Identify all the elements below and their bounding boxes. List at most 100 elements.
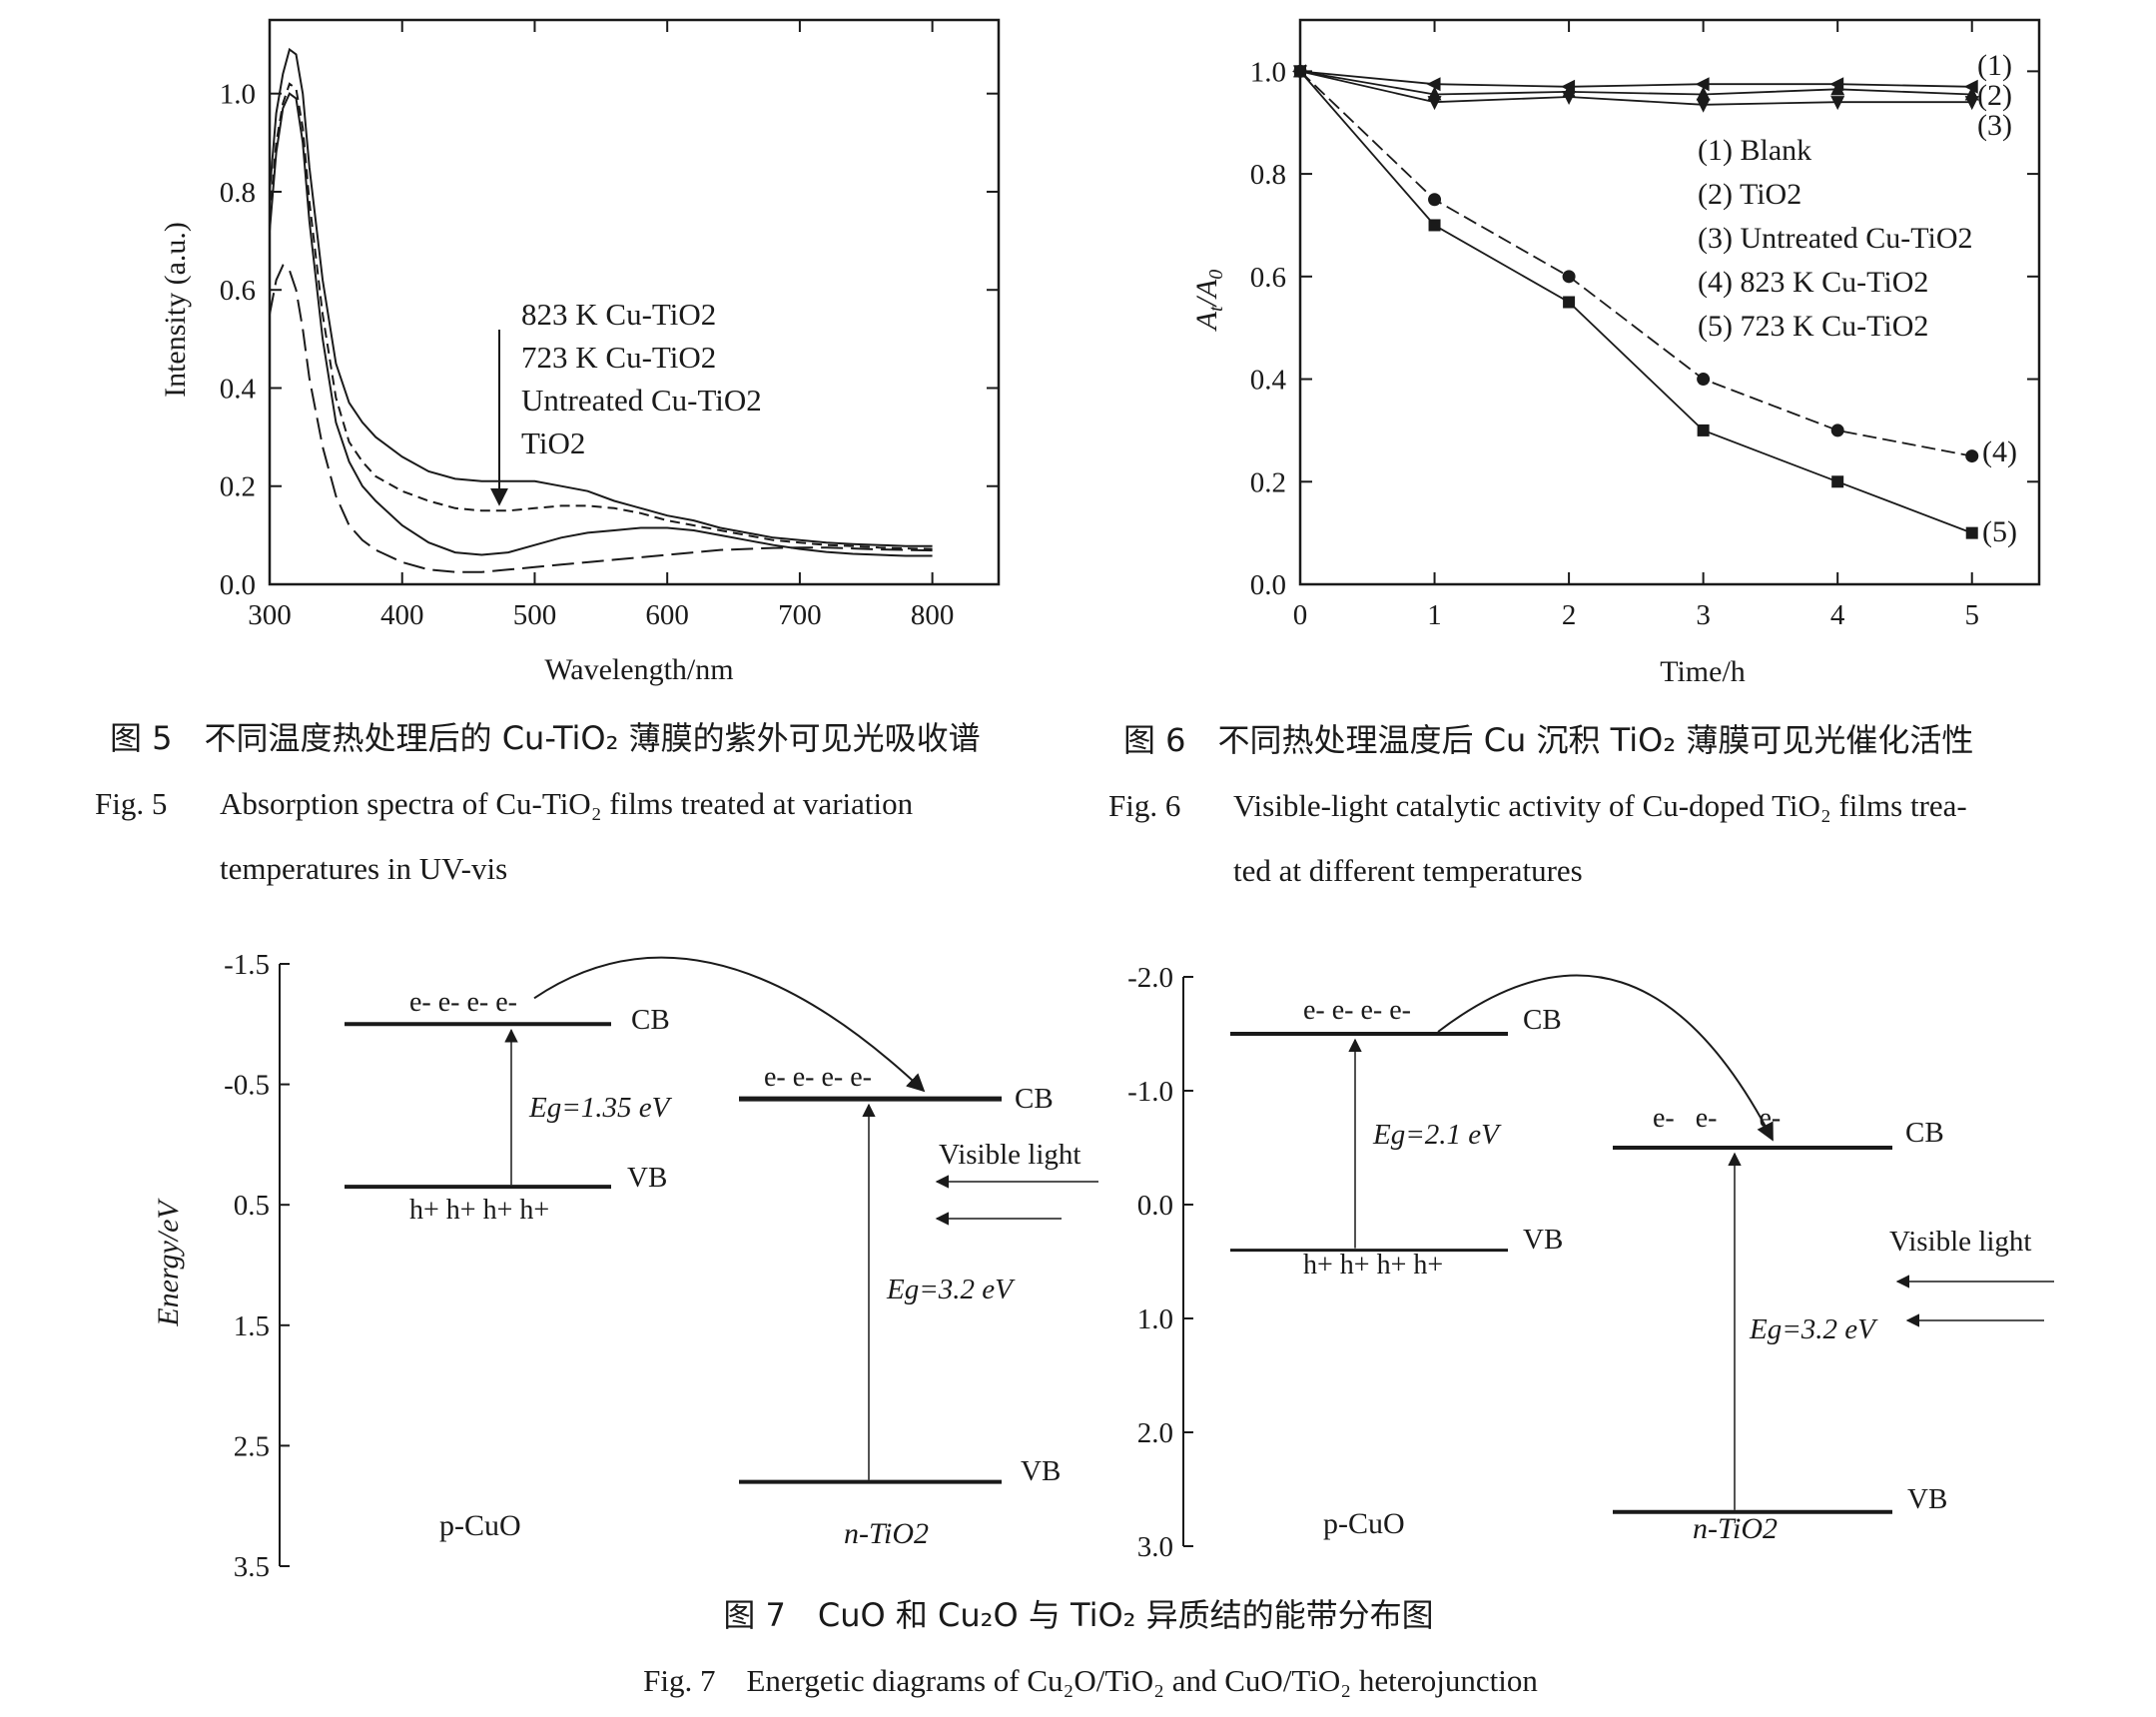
cuo-electrons: e- e- e- e-	[1303, 995, 1411, 1026]
figure-7-band-diagrams: Energy/eV -1.5 -0.5 0.5 1.5 2.5 3.5 e- e- e- …	[152, 949, 2054, 1698]
vb-label: VB	[627, 1162, 667, 1194]
activity-line	[1299, 70, 1972, 106]
vb-label: VB	[1021, 1455, 1061, 1487]
data-point	[1963, 79, 1978, 94]
figure-6-caption-line-1: Visible-light catalytic activity of Cu-d…	[1233, 788, 1967, 823]
data-point	[1427, 96, 1442, 111]
electron-transfer-arrow	[533, 956, 926, 1093]
data-point	[1562, 270, 1576, 284]
legend-item: (3) Untreated Cu-TiO2	[1698, 222, 1973, 255]
data-point	[1426, 77, 1441, 92]
data-point	[1965, 449, 1979, 463]
energy-tick-label: -1.5	[224, 949, 270, 981]
end-label: (5)	[1982, 515, 2017, 548]
n-material-label: n-TiO2	[1693, 1512, 1778, 1545]
energy-axis-title: Energy/eV	[152, 1198, 185, 1327]
energy-tick-label: 2.5	[234, 1430, 270, 1462]
data-point	[1831, 475, 1844, 488]
n-material-label: n-TiO2	[844, 1517, 929, 1550]
end-label: (2)	[1977, 79, 2012, 112]
cb-label: CB	[631, 1004, 670, 1036]
legend-item: (1) Blank	[1698, 134, 1811, 167]
x-tick-label: 3	[1696, 599, 1711, 631]
x-axis-title: Time/h	[1660, 655, 1746, 688]
energy-tick-label: 3.5	[234, 1551, 270, 1583]
spectrum-line	[269, 92, 933, 557]
cuo-gap-label: Eg=2.1 eV	[1372, 1119, 1502, 1151]
end-labels: (1) (2) (3) (4) (5)	[1977, 49, 2017, 548]
vb-label: VB	[1907, 1483, 1947, 1515]
data-point	[1965, 526, 1978, 539]
data-point	[1428, 219, 1441, 232]
series-lines	[269, 47, 933, 573]
visible-light-label: Visible light	[939, 1139, 1080, 1171]
energy-tick-label: 0.0	[1137, 1190, 1173, 1222]
x-tick-label: 800	[911, 599, 955, 631]
y-tick-label: 1.0	[1250, 56, 1286, 88]
legend-stack: 823 K Cu-TiO2 723 K Cu-TiO2 Untreated Cu…	[490, 297, 762, 506]
y-axis-title: At/A0	[1190, 270, 1227, 333]
figure-5-caption-label: Fig. 5	[95, 786, 167, 821]
energy-tick-label: 3.0	[1137, 1531, 1173, 1563]
y-tick-label: 0.8	[1250, 159, 1286, 191]
figure-5-caption-line-1: Absorption spectra of Cu-TiO₂ films trea…	[220, 786, 914, 821]
data-point	[1830, 424, 1844, 437]
figure-7-caption-cn: 图 7 CuO 和 Cu₂O 与 TiO₂ 异质结的能带分布图	[723, 1596, 1433, 1634]
electron-transfer-arrow	[1437, 974, 1774, 1142]
cuo-electrons: e- e- e- e-	[409, 987, 517, 1018]
energy-tick-label: 0.5	[234, 1190, 270, 1222]
spectrum-line	[269, 47, 933, 547]
band-diagram-left: -1.5 -0.5 0.5 1.5 2.5 3.5 e- e- e- e- e- e- e…	[224, 949, 1098, 1583]
legend-item: (4) 823 K Cu-TiO2	[1698, 266, 1928, 299]
axis-ticks: 300 400 500 600 700 800 0.0 0.2 0.4 0.6 0.8 1.0	[220, 20, 999, 631]
axis-ticks: 0 1 2 3 4 5 0.0 0.2 0.4 0.6 0.8 1.0	[1250, 20, 2039, 631]
legend-line: TiO2	[521, 426, 585, 460]
cuo-holes: h+ h+ h+ h+	[409, 1195, 549, 1226]
energy-axis-ticks: -2.0 -1.0 0.0 1.0 2.0 3.0	[1127, 962, 1193, 1563]
y-tick-label: 0.4	[1250, 365, 1287, 397]
band-diagram-right: -2.0 -1.0 0.0 1.0 2.0 3.0 e- e- e- e- e- e- e…	[1127, 962, 2054, 1563]
x-tick-label: 0	[1293, 599, 1308, 631]
plot-frame	[268, 18, 1001, 586]
end-label: (1)	[1977, 49, 2012, 82]
x-tick-label: 600	[645, 599, 689, 631]
y-tick-label: 0.0	[1250, 569, 1286, 601]
y-tick-label: 0.2	[220, 471, 256, 503]
energy-tick-label: -2.0	[1127, 962, 1173, 994]
activity-line	[1299, 70, 1972, 88]
figure-6-catalytic-chart: 0 1 2 3 4 5 0.0 0.2 0.4 0.6 0.8 1.0 Time/h At/A0 (1…	[1108, 18, 2041, 888]
data-point	[1697, 373, 1711, 387]
x-tick-label: 300	[248, 599, 292, 631]
p-material-label: p-CuO	[1323, 1507, 1405, 1540]
legend-item: (5) 723 K Cu-TiO2	[1698, 310, 1928, 343]
energy-tick-label: -0.5	[224, 1070, 270, 1102]
figure-5-absorption-chart: 300 400 500 600 700 800 0.0 0.2 0.4 0.6 0.8 1.0 Wav…	[95, 18, 1001, 886]
data-point	[1428, 193, 1442, 207]
visible-light-label: Visible light	[1889, 1226, 2031, 1258]
activity-line	[1299, 70, 1972, 457]
y-tick-label: 0.4	[220, 373, 257, 405]
plot-frame	[1298, 18, 2041, 586]
figure-6-caption-cn: 图 6 不同热处理温度后 Cu 沉积 TiO₂ 薄膜可见光催化活性	[1123, 721, 1973, 759]
legend-item: (2) TiO2	[1698, 178, 1801, 211]
figure-7-caption-en: Fig. 7 Energetic diagrams of Cu₂O/TiO₂ a…	[643, 1663, 1538, 1698]
activity-line	[1299, 70, 1972, 96]
x-tick-label: 5	[1964, 599, 1979, 631]
tio2-electrons: e- e- e-	[1653, 1103, 1781, 1134]
tio2-gap-label: Eg=3.2 eV	[1749, 1313, 1878, 1345]
data-point	[1697, 424, 1710, 436]
spectrum-line	[269, 264, 933, 573]
data-point	[1830, 81, 1845, 96]
cuo-holes: h+ h+ h+ h+	[1303, 1250, 1443, 1281]
y-tick-label: 0.8	[220, 177, 256, 209]
data-point	[1294, 65, 1306, 78]
end-label: (4)	[1982, 435, 2017, 468]
y-axis-title: Intensity (a.u.)	[159, 222, 192, 398]
x-axis-title: Wavelength/nm	[544, 653, 733, 686]
legend-line: 823 K Cu-TiO2	[521, 297, 716, 332]
data-point	[1964, 96, 1979, 111]
figure-5-caption-line-2: temperatures in UV-vis	[220, 851, 507, 886]
data-point	[1696, 98, 1711, 113]
tio2-electrons: e- e- e- e-	[764, 1062, 872, 1093]
vb-label: VB	[1523, 1224, 1563, 1256]
